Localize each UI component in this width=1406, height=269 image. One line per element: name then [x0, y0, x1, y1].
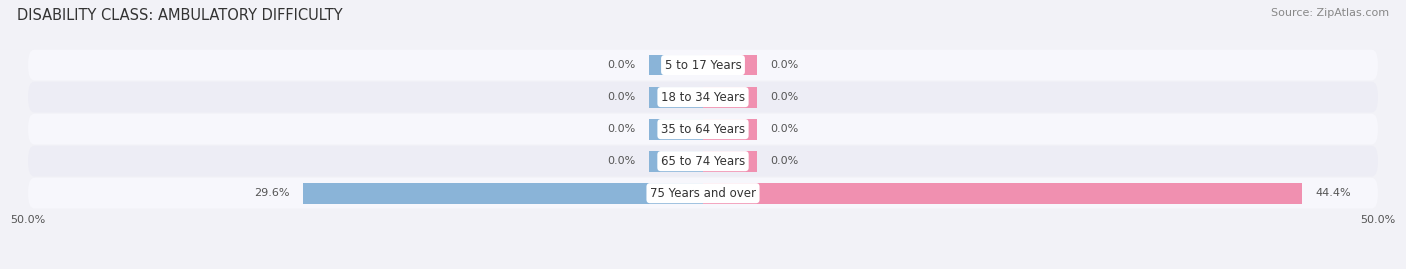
FancyBboxPatch shape — [28, 50, 1378, 80]
Text: 0.0%: 0.0% — [607, 92, 636, 102]
Text: 0.0%: 0.0% — [770, 60, 799, 70]
Text: Source: ZipAtlas.com: Source: ZipAtlas.com — [1271, 8, 1389, 18]
Bar — [703, 55, 756, 76]
Bar — [304, 183, 703, 204]
Text: 0.0%: 0.0% — [607, 124, 636, 134]
Bar — [703, 119, 756, 140]
Text: 18 to 34 Years: 18 to 34 Years — [661, 91, 745, 104]
Text: 35 to 64 Years: 35 to 64 Years — [661, 123, 745, 136]
Text: 0.0%: 0.0% — [607, 60, 636, 70]
Text: 75 Years and over: 75 Years and over — [650, 187, 756, 200]
Text: 5 to 17 Years: 5 to 17 Years — [665, 59, 741, 72]
Text: 0.0%: 0.0% — [770, 124, 799, 134]
Text: 0.0%: 0.0% — [607, 156, 636, 166]
Text: 65 to 74 Years: 65 to 74 Years — [661, 155, 745, 168]
Bar — [650, 87, 703, 108]
Bar — [650, 55, 703, 76]
Bar — [650, 119, 703, 140]
Text: DISABILITY CLASS: AMBULATORY DIFFICULTY: DISABILITY CLASS: AMBULATORY DIFFICULTY — [17, 8, 343, 23]
Bar — [703, 183, 1302, 204]
FancyBboxPatch shape — [28, 178, 1378, 208]
Text: 29.6%: 29.6% — [254, 188, 290, 198]
FancyBboxPatch shape — [28, 146, 1378, 176]
Bar — [703, 87, 756, 108]
Text: 0.0%: 0.0% — [770, 156, 799, 166]
Text: 44.4%: 44.4% — [1316, 188, 1351, 198]
Bar — [650, 151, 703, 172]
FancyBboxPatch shape — [28, 82, 1378, 112]
Bar — [703, 151, 756, 172]
FancyBboxPatch shape — [28, 114, 1378, 144]
Text: 0.0%: 0.0% — [770, 92, 799, 102]
